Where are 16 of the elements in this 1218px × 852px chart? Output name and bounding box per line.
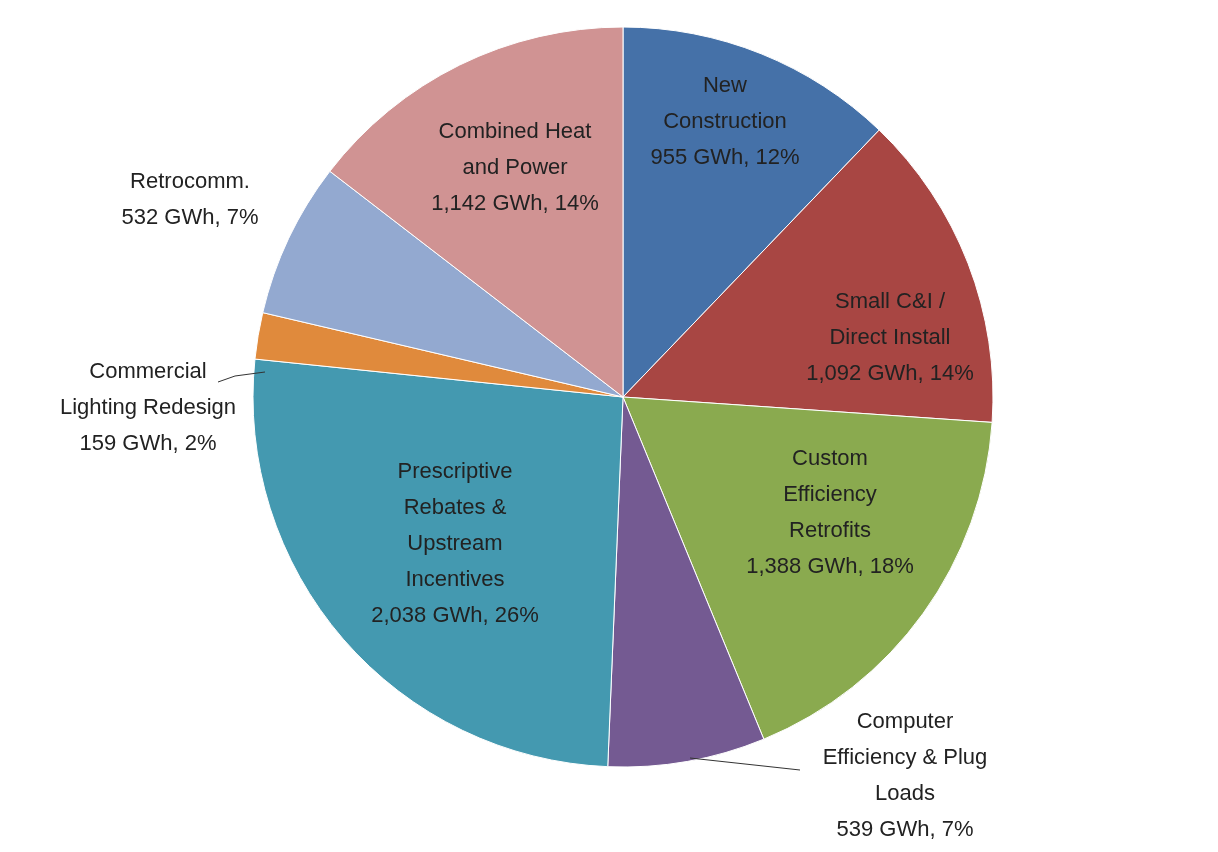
slice-label: Retrocomm. [130, 168, 250, 193]
data-label: 1,388 GWh, 18% [746, 553, 914, 578]
data-label: 1,142 GWh, 14% [431, 190, 599, 215]
data-label: 2,038 GWh, 26% [371, 602, 539, 627]
slice-label: Commercial Lighting Redesign [59, 358, 237, 419]
data-label: 539 GWh, 7% [836, 816, 974, 841]
slice-label: Small C&I / Direct Install [829, 288, 951, 349]
slice-label: Custom Efficiency Retrofits [783, 445, 877, 542]
slice-label: Computer Efficiency & Plug Loads [822, 708, 988, 805]
data-label: 159 GWh, 2% [79, 430, 217, 455]
slice-label: New Construction [663, 72, 787, 133]
data-label: 955 GWh, 12% [650, 144, 800, 169]
slice-label: Prescriptive Rebates & Upstream Incentives [397, 458, 513, 591]
data-label: 532 GWh, 7% [121, 204, 259, 229]
slice-label: Combined Heat and Power [438, 118, 592, 179]
data-label: 1,092 GWh, 14% [806, 360, 974, 385]
